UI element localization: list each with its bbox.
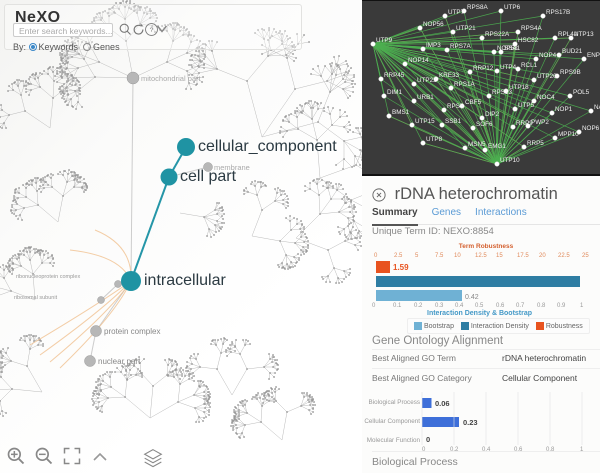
- svg-text:ENP1: ENP1: [587, 52, 600, 59]
- svg-text:EMG1: EMG1: [488, 143, 506, 150]
- svg-text:Term Robustness: Term Robustness: [459, 243, 514, 250]
- svg-text:UTP9: UTP9: [376, 37, 393, 44]
- svg-text:20: 20: [539, 253, 546, 259]
- svg-text:URB1: URB1: [417, 94, 434, 101]
- svg-text:UTP20: UTP20: [537, 73, 557, 80]
- svg-text:10: 10: [454, 253, 461, 259]
- svg-text:NOP6: NOP6: [582, 125, 600, 132]
- svg-text:UTP21: UTP21: [456, 25, 476, 32]
- svg-text:RPS17B: RPS17B: [546, 9, 570, 16]
- svg-text:RCL1: RCL1: [521, 62, 538, 69]
- svg-text:CBF5: CBF5: [465, 99, 482, 106]
- svg-text:0.06: 0.06: [435, 399, 450, 408]
- svg-text:7.5: 7.5: [435, 253, 444, 259]
- svg-text:RRP45: RRP45: [384, 72, 405, 79]
- svg-text:UTP22: UTP22: [417, 77, 437, 84]
- svg-text:RRP5: RRP5: [527, 140, 544, 147]
- svg-text:SSA1: SSA1: [504, 45, 521, 52]
- svg-text:RPS22A: RPS22A: [485, 31, 510, 38]
- svg-text:0: 0: [426, 435, 430, 444]
- svg-text:RRP12: RRP12: [473, 65, 494, 72]
- svg-text:RPS8A: RPS8A: [467, 4, 488, 11]
- svg-text:DIP2: DIP2: [485, 111, 499, 118]
- svg-text:UTP10: UTP10: [500, 157, 520, 164]
- svg-text:UTP15: UTP15: [415, 118, 435, 125]
- svg-text:RPS5: RPS5: [447, 103, 464, 110]
- svg-text:NOP1: NOP1: [555, 106, 573, 113]
- svg-text:0.23: 0.23: [463, 418, 478, 427]
- svg-text:NOP14: NOP14: [408, 57, 429, 64]
- svg-text:DIM1: DIM1: [387, 89, 403, 96]
- svg-text:NOP56: NOP56: [423, 21, 444, 28]
- svg-text:UTP13: UTP13: [574, 31, 594, 38]
- svg-text:SSB1: SSB1: [445, 118, 462, 125]
- svg-text:Biological Process: Biological Process: [369, 399, 420, 406]
- svg-text:12.5: 12.5: [475, 253, 487, 259]
- svg-text:17.5: 17.5: [517, 253, 529, 259]
- svg-text:KRE33: KRE33: [439, 72, 459, 79]
- svg-text:PWP2: PWP2: [531, 119, 549, 126]
- svg-text:UTP6: UTP6: [504, 4, 521, 11]
- svg-text:NOP4: NOP4: [539, 52, 557, 59]
- svg-text:IMP3: IMP3: [426, 42, 441, 49]
- svg-text:BUD21: BUD21: [562, 48, 583, 55]
- svg-text:Cellular Component: Cellular Component: [364, 418, 420, 425]
- svg-text:BMS1: BMS1: [392, 109, 410, 116]
- svg-text:UTP8: UTP8: [426, 136, 443, 143]
- svg-text:0: 0: [374, 253, 378, 259]
- svg-text:?: ?: [150, 27, 154, 34]
- svg-text:25: 25: [582, 253, 589, 259]
- svg-text:Molecular Function: Molecular Function: [367, 437, 421, 444]
- svg-text:RPS1A: RPS1A: [454, 81, 475, 88]
- svg-text:5: 5: [415, 253, 419, 259]
- svg-text:2.5: 2.5: [394, 253, 403, 259]
- svg-text:0.42: 0.42: [465, 294, 479, 301]
- svg-text:RPS7A: RPS7A: [450, 43, 471, 50]
- svg-text:1.59: 1.59: [393, 263, 409, 272]
- svg-text:UTP4: UTP4: [500, 64, 517, 71]
- svg-text:SOF6: SOF6: [476, 121, 493, 128]
- svg-text:HSC82: HSC82: [518, 37, 539, 44]
- svg-text:RPS9B: RPS9B: [560, 69, 581, 76]
- svg-text:UTP7: UTP7: [448, 9, 465, 16]
- svg-text:MSN5: MSN5: [468, 141, 486, 148]
- svg-text:MPP10: MPP10: [558, 131, 579, 138]
- svg-text:NAN1: NAN1: [594, 104, 600, 111]
- svg-text:15: 15: [496, 253, 503, 259]
- svg-text:RPS4A: RPS4A: [521, 25, 542, 32]
- svg-text:NOC4: NOC4: [537, 94, 555, 101]
- svg-text:UTP18: UTP18: [509, 84, 529, 91]
- svg-text:22.5: 22.5: [558, 253, 570, 259]
- svg-text:UTP5: UTP5: [518, 102, 535, 109]
- svg-text:POL5: POL5: [573, 89, 590, 96]
